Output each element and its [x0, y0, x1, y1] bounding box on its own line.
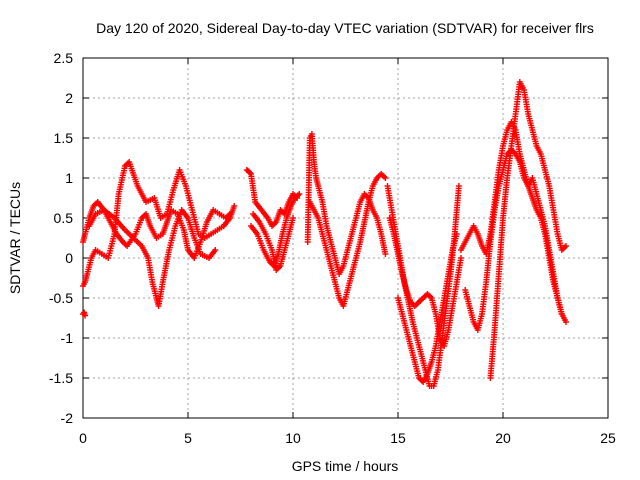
- data-point: [563, 319, 569, 325]
- data-point: [563, 243, 569, 249]
- y-tick-label: -1.5: [49, 370, 73, 386]
- y-tick-label: -1: [61, 330, 74, 346]
- data-points: [80, 79, 569, 389]
- y-tick-label: 2.5: [54, 50, 74, 66]
- chart-title: Day 120 of 2020, Sidereal Day-to-day VTE…: [96, 20, 594, 36]
- data-point: [296, 191, 303, 197]
- x-tick-label: 10: [285, 430, 301, 446]
- y-tick-label: 1.5: [54, 130, 74, 146]
- x-axis-label: GPS time / hours: [292, 458, 399, 474]
- y-tick-label: -2: [61, 410, 74, 426]
- data-point: [246, 169, 253, 176]
- x-tick-label: 20: [495, 430, 511, 446]
- y-tick-label: 2: [65, 90, 73, 106]
- data-point: [231, 203, 238, 209]
- x-tick-label: 25: [600, 430, 616, 446]
- data-point: [455, 183, 462, 189]
- y-tick-label: 1: [65, 170, 73, 186]
- data-point: [382, 251, 389, 257]
- x-tick-label: 15: [390, 430, 406, 446]
- y-tick-label: 0.5: [54, 210, 74, 226]
- data-point: [82, 312, 89, 319]
- y-tick-label: 0: [65, 250, 73, 266]
- data-point: [453, 231, 460, 237]
- x-tick-label: 5: [184, 430, 192, 446]
- data-point: [212, 247, 219, 253]
- data-point: [458, 255, 464, 261]
- y-axis-label: SDTVAR / TECUs: [7, 182, 23, 294]
- data-point: [290, 215, 296, 221]
- data-point: [382, 175, 389, 181]
- x-tick-label: 0: [79, 430, 87, 446]
- axis-ticks: 0 5 10 15 20 25 -2 -1.5 -1 -0.5 0 0.5 1 1.5 2 2.5: [49, 50, 616, 446]
- y-tick-label: -0.5: [49, 290, 73, 306]
